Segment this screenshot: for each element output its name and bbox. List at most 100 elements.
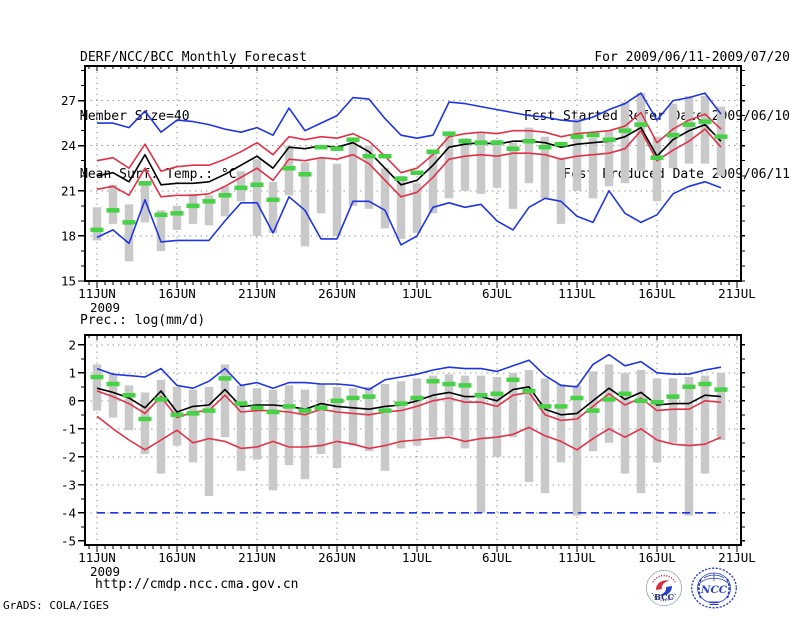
y-tick-label: 18 (61, 228, 76, 243)
x-tick-label: 6JUL (482, 286, 512, 301)
member-range-bar (604, 364, 614, 443)
y-tick-label: 1 (68, 365, 76, 380)
x-tick-label: 1JUL (402, 550, 432, 565)
green-dash-marker (714, 134, 728, 139)
member-range-bar (492, 139, 502, 188)
green-dash-marker (314, 405, 328, 411)
fcst-produced-label: Fcst Produced Date 2009/06/11 (563, 167, 790, 182)
member-range-bar (652, 136, 662, 202)
x-tick-label: 11JUL (558, 550, 596, 565)
x-year-label: 2009 (90, 564, 120, 579)
member-range-bar (572, 118, 582, 191)
green-dash-marker (330, 398, 344, 404)
grads-credit: GrADS: COLA/IGES (3, 599, 109, 612)
green-dash-marker (634, 122, 648, 127)
ncc-logo: NCC (691, 567, 737, 609)
ncc-logo-label: NCC (700, 584, 728, 596)
x-tick-label: 26JUN (318, 286, 356, 301)
member-range-bar (92, 207, 102, 241)
green-dash-marker (410, 395, 424, 401)
green-dash-marker (138, 416, 152, 422)
green-dash-marker (234, 185, 248, 191)
plot-frame (84, 334, 742, 546)
member-range-bar (476, 375, 486, 513)
member-size-label: Member Size=40 (80, 108, 190, 124)
member-range-bar (316, 157, 326, 214)
green-dash-marker (682, 122, 696, 127)
member-range-bar (188, 389, 198, 463)
member-range-bar (380, 168, 390, 229)
member-range-bar (108, 184, 118, 224)
member-range-bar (492, 377, 502, 457)
member-range-bar (508, 142, 518, 209)
ensemble-mean-line (96, 385, 722, 416)
member-range-bar (156, 379, 166, 474)
member-range-bar (284, 145, 294, 196)
green-dash-marker (186, 203, 200, 209)
minor-ticks (81, 335, 745, 549)
y-tick-label: 27 (61, 93, 76, 108)
green-dash-marker (90, 374, 104, 380)
green-dash-marker (362, 394, 376, 399)
green-dash-marker (330, 146, 344, 151)
member-range-bar (252, 159, 262, 236)
green-dash-marker (154, 397, 168, 402)
green-dash-marker (490, 140, 504, 145)
ncc-logo-base (708, 601, 720, 605)
member-range-bar (92, 364, 102, 411)
member-range-bar (412, 183, 422, 233)
member-range-bar (524, 127, 534, 184)
green-dash-marker (570, 134, 584, 139)
member-range-bar (460, 375, 470, 449)
green-dash-marker (346, 395, 360, 401)
green-dash-marker (490, 391, 504, 397)
plot-frame (84, 65, 742, 282)
member-range-bar (364, 386, 374, 452)
green-dash-marker (202, 408, 216, 413)
source-url-text: http://cmdp.ncc.cma.gov.cn (95, 577, 299, 592)
x-tick-label: 21JUL (718, 550, 756, 565)
ncc-logo-outer-ring (691, 567, 737, 609)
x-year-label: 2009 (90, 300, 120, 315)
member-range-bar (636, 370, 646, 494)
prec-chart-title: Prec.: log(mm/d) (80, 313, 206, 328)
green-dash-marker (650, 399, 664, 405)
green-dash-marker (442, 131, 456, 136)
green-dash-marker (218, 376, 232, 381)
green-dash-marker (506, 377, 520, 383)
member-range-bar (428, 153, 438, 214)
green-dash-marker (106, 208, 120, 213)
member-range-bar (556, 384, 566, 463)
green-dash-marker (234, 401, 248, 406)
x-tick-label: 6JUL (482, 550, 512, 565)
green-dash-markers (90, 119, 728, 233)
member-range-bar (620, 102, 630, 184)
y-tick-label: 21 (61, 183, 76, 198)
y-tick-label: -3 (61, 477, 76, 492)
x-tick-label: 16JUL (638, 286, 676, 301)
green-dash-marker (106, 381, 120, 387)
green-dash-marker (618, 391, 632, 397)
member-range-bar (412, 378, 422, 446)
green-dash-marker (298, 408, 312, 413)
ncc-logo-wreath-right (726, 578, 731, 599)
green-dash-marker (250, 182, 264, 188)
member-range-bar (540, 136, 550, 199)
x-tick-label: 11JUN (78, 286, 116, 301)
green-dash-marker (538, 144, 552, 150)
x-tick-label: 11JUL (558, 286, 596, 301)
x-tick-label: 16JUL (638, 550, 676, 565)
ncc-logo-wreath-left (697, 578, 702, 599)
green-dash-marker (634, 398, 648, 404)
green-dash-marker (186, 411, 200, 416)
green-dash-marker (666, 394, 680, 399)
green-dash-marker (554, 141, 568, 147)
spread-lower-line (96, 128, 722, 198)
member-range-bar (300, 162, 310, 247)
green-dash-marker (426, 378, 440, 384)
member-range-bar (476, 132, 486, 194)
member-range-bar (716, 372, 726, 440)
green-dash-marker (346, 137, 360, 142)
